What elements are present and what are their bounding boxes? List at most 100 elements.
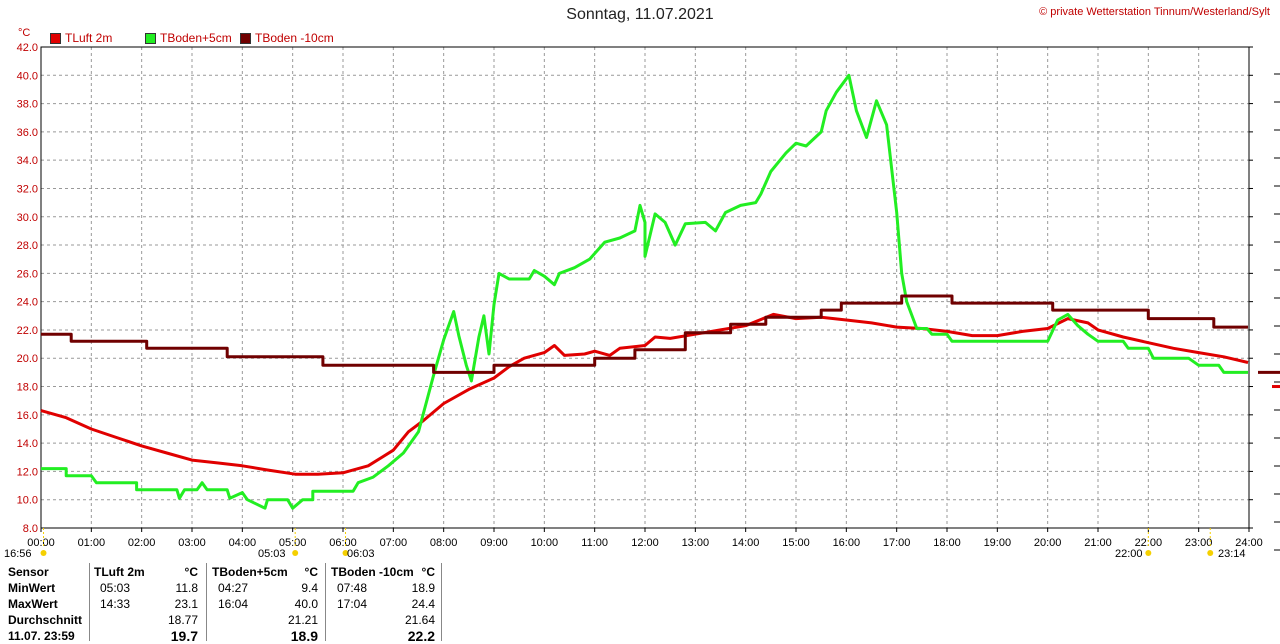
stats-header-row: TLuft 2m °C <box>94 564 198 580</box>
stats-header-unit: °C <box>304 565 318 579</box>
stats-header-unit: °C <box>184 565 198 579</box>
x-tick-label: 09:00 <box>480 537 508 549</box>
y-axis-unit: °C <box>18 27 30 39</box>
stats-column-tboden5: TBoden+5cm °C 04:27 9.4 16:04 40.0 21.21 1… <box>212 564 318 644</box>
x-tick-label: 04:00 <box>229 537 257 549</box>
sun-marker-label: 22:00 <box>1115 548 1143 560</box>
stats-value: 24.4 <box>411 597 435 611</box>
stats-column-tluft: TLuft 2m °C 05:03 11.8 14:33 23.1 18.77 19… <box>94 564 198 644</box>
y-tick-label: 16.0 <box>17 410 38 422</box>
plot-frame <box>40 46 1250 529</box>
legend-label-tboden5: TBoden+5cm <box>160 31 232 45</box>
stats-value: 18.9 <box>290 628 318 644</box>
stats-cell: 21.64 <box>331 612 435 628</box>
stats-cell: 22.2 <box>331 628 435 644</box>
sun-marker-label: 23:14 <box>1218 548 1246 560</box>
legend-tboden5: TBoden+5cm <box>145 31 232 45</box>
stats-value: 21.64 <box>404 613 435 627</box>
stats-header-unit: °C <box>421 565 435 579</box>
y-tick-label: 12.0 <box>17 466 38 478</box>
stats-time: 14:33 <box>100 597 131 611</box>
stats-value: 21.21 <box>287 613 318 627</box>
legend-label-tluft: TLuft 2m <box>65 31 113 45</box>
stats-header-tluft: TLuft 2m <box>94 565 145 579</box>
y-tick-label: 40.0 <box>17 70 38 82</box>
x-tick-label: 14:00 <box>732 537 760 549</box>
series-line-tboden5 <box>41 73 1248 510</box>
y-tick-label: 32.0 <box>17 183 38 195</box>
x-tick-label: 05:00 <box>279 537 307 549</box>
series-line-tboden10 <box>41 294 1248 374</box>
x-tick-label: 17:00 <box>883 537 911 549</box>
y-tick-label: 18.0 <box>17 382 38 394</box>
y-tick-label: 36.0 <box>17 127 38 139</box>
x-tick-label: 00:00 <box>27 537 55 549</box>
y-tick-label: 24.0 <box>17 297 38 309</box>
stats-time: 05:03 <box>100 581 131 595</box>
stats-cell: 19.7 <box>94 628 198 644</box>
stats-row-label: MaxWert <box>8 597 58 611</box>
x-tick-label: 19:00 <box>984 537 1012 549</box>
x-tick-label: 18:00 <box>933 537 961 549</box>
series-line-tluft <box>40 312 1249 476</box>
stats-header-tboden10: TBoden -10cm <box>331 565 414 579</box>
stats-value: 23.1 <box>174 597 198 611</box>
x-tick-label: 22:00 <box>1135 537 1163 549</box>
stats-row-label: Durchschnitt <box>8 613 83 627</box>
stats-time: 16:04 <box>218 597 249 611</box>
stats-labels-column: Sensor MinWert MaxWert Durchschnitt 11.0… <box>8 564 82 644</box>
stats-column-tboden10: TBoden -10cm °C 07:48 18.9 17:04 24.4 21.6… <box>331 564 435 644</box>
x-tick-label: 16:00 <box>833 537 861 549</box>
stats-row-label: 11.07. 23:59 <box>8 629 75 643</box>
stats-header-tboden5: TBoden+5cm <box>212 565 288 579</box>
x-tick-label: 11:00 <box>581 537 608 549</box>
sun-marker-icon <box>342 550 349 556</box>
y-tick-label: 20.0 <box>17 353 38 365</box>
stats-value: 11.8 <box>175 581 198 595</box>
copyright-text: © private Wetterstation Tinnum/Westerlan… <box>1039 6 1270 18</box>
stats-value: 18.77 <box>167 613 198 627</box>
stats-time: 04:27 <box>218 581 249 595</box>
y-tick-label: 26.0 <box>17 268 38 280</box>
stats-value: 18.9 <box>411 581 435 595</box>
x-tick-label: 23:00 <box>1185 537 1213 549</box>
stats-cell: 07:48 18.9 <box>331 580 435 596</box>
x-tick-label: 20:00 <box>1034 537 1062 549</box>
legend-label-tboden10: TBoden -10cm <box>255 31 334 45</box>
y-tick-label: 10.0 <box>17 495 38 507</box>
x-tick-label: 03:00 <box>178 537 206 549</box>
x-tick-label: 06:00 <box>329 537 357 549</box>
stats-value: 9.4 <box>301 581 318 595</box>
x-tick-label: 01:00 <box>78 537 106 549</box>
y-tick-label: 38.0 <box>17 99 38 111</box>
stats-time: 17:04 <box>337 597 368 611</box>
stats-separator <box>441 563 442 641</box>
x-tick-label: 21:00 <box>1084 537 1112 549</box>
y-tick-label: 22.0 <box>17 325 38 337</box>
sun-marker-icon <box>292 550 299 556</box>
x-tick-label: 13:00 <box>682 537 710 549</box>
sun-marker-label: 05:03 <box>258 548 286 560</box>
sun-marker-icon <box>1207 550 1214 556</box>
x-tick-label: 02:00 <box>128 537 156 549</box>
legend-swatch-tluft <box>50 32 61 44</box>
legend-tboden10: TBoden -10cm <box>240 31 334 45</box>
stats-separator <box>89 563 90 641</box>
stats-cell: 18.9 <box>212 628 318 644</box>
legend-swatch-tboden5 <box>145 32 156 44</box>
y-tick-label: 28.0 <box>17 240 38 252</box>
stats-cell: 17:04 24.4 <box>331 596 435 612</box>
sun-marker-icon <box>1145 550 1152 556</box>
x-tick-label: 15:00 <box>782 537 810 549</box>
stats-value: 40.0 <box>294 597 318 611</box>
stats-row-label: MinWert <box>8 581 56 595</box>
x-tick-label: 12:00 <box>631 537 659 549</box>
sun-marker-label: 16:56 <box>4 548 32 560</box>
stats-cell: 04:27 9.4 <box>212 580 318 596</box>
stats-cell: 18.77 <box>94 612 198 628</box>
stats-header-row: TBoden -10cm °C <box>331 564 435 580</box>
stats-separator <box>206 563 207 641</box>
y-tick-label: 14.0 <box>17 438 38 450</box>
stats-header-row: TBoden+5cm °C <box>212 564 318 580</box>
stats-separator <box>325 563 326 641</box>
